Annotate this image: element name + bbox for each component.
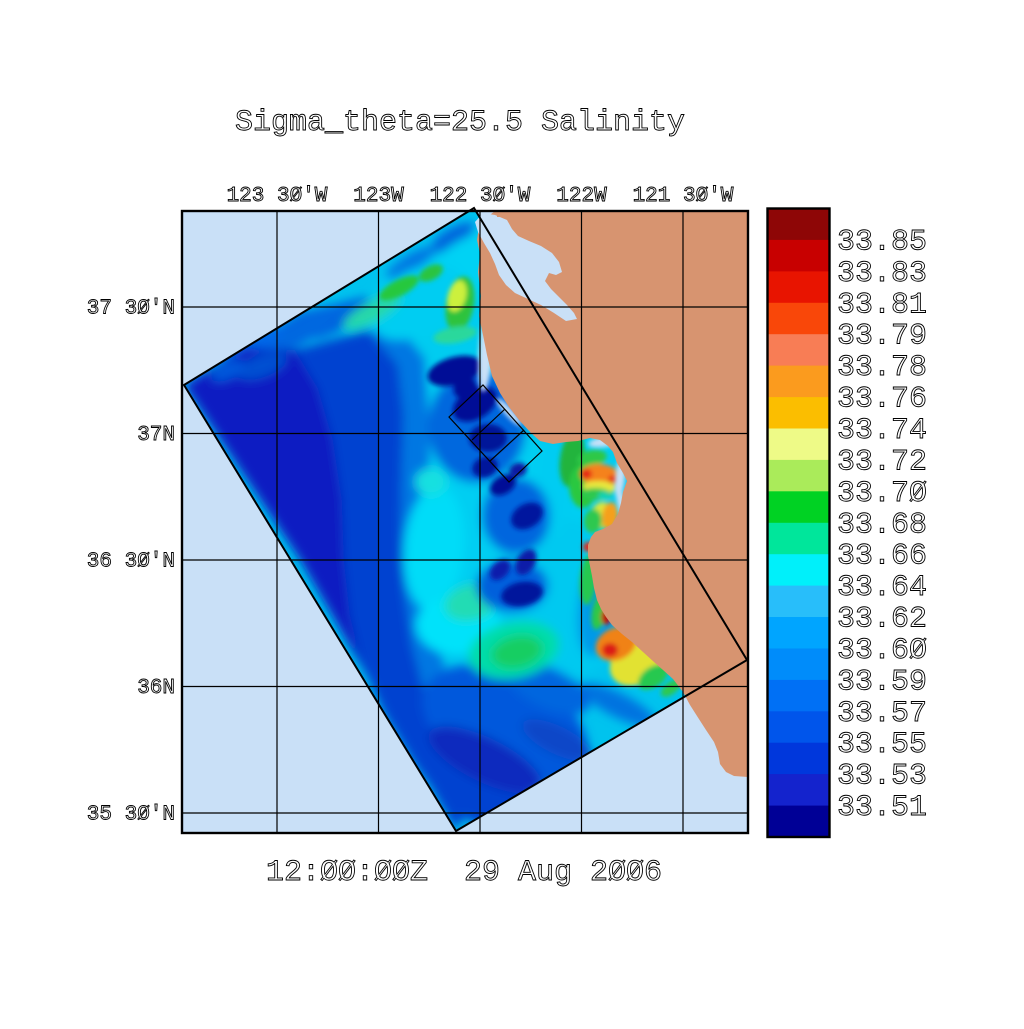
svg-text:33.51: 33.51: [837, 791, 927, 825]
svg-text:37N: 37N: [137, 424, 175, 447]
svg-text:33.59: 33.59: [837, 665, 927, 699]
svg-text:12:ØØ:ØØZ 29 Aug 2ØØ6: 12:ØØ:ØØZ 29 Aug 2ØØ6: [266, 856, 662, 890]
svg-text:33.62: 33.62: [837, 603, 927, 637]
svg-text:33.85: 33.85: [837, 225, 927, 259]
svg-text:37 3Ø'N: 37 3Ø'N: [87, 298, 175, 321]
svg-text:36N: 36N: [137, 677, 175, 700]
svg-text:33.78: 33.78: [837, 351, 927, 385]
svg-text:122 3Ø'W: 122 3Ø'W: [430, 185, 531, 208]
svg-text:121 3Ø'W: 121 3Ø'W: [633, 185, 734, 208]
svg-text:33.55: 33.55: [837, 728, 927, 762]
svg-text:33.57: 33.57: [837, 697, 927, 731]
svg-text:33.66: 33.66: [837, 540, 927, 574]
svg-text:36 3Ø'N: 36 3Ø'N: [87, 551, 175, 574]
svg-text:123 3Ø'W: 123 3Ø'W: [227, 185, 328, 208]
svg-text:122W: 122W: [556, 185, 607, 208]
svg-text:33.76: 33.76: [837, 383, 927, 417]
svg-text:33.7Ø: 33.7Ø: [837, 477, 927, 511]
svg-text:33.68: 33.68: [837, 508, 927, 542]
svg-text:123W: 123W: [353, 185, 404, 208]
svg-text:33.83: 33.83: [837, 257, 927, 291]
svg-text:33.81: 33.81: [837, 288, 927, 322]
svg-text:33.72: 33.72: [837, 445, 927, 479]
svg-text:Sigma_theta=25.5 Salinity: Sigma_theta=25.5 Salinity: [235, 106, 685, 140]
svg-text:33.53: 33.53: [837, 760, 927, 794]
svg-text:33.64: 33.64: [837, 571, 927, 605]
svg-text:33.6Ø: 33.6Ø: [837, 634, 927, 668]
svg-text:35 3Ø'N: 35 3Ø'N: [87, 804, 175, 827]
svg-text:33.79: 33.79: [837, 320, 927, 354]
svg-text:33.74: 33.74: [837, 414, 927, 448]
